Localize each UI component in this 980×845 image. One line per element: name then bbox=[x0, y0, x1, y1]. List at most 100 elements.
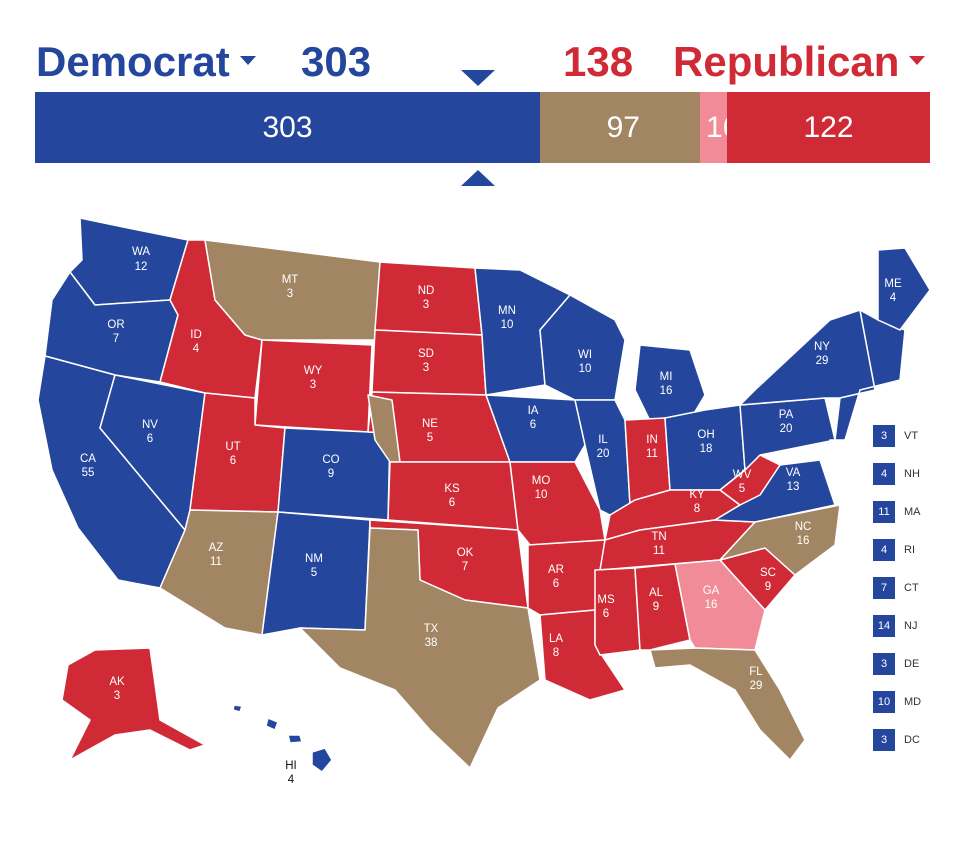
state-ev-OR: 7 bbox=[113, 333, 119, 345]
state-KS[interactable] bbox=[387, 461, 519, 531]
state-ev-KS: 6 bbox=[449, 497, 455, 509]
state-name-ND: ND bbox=[418, 285, 435, 297]
state-ev-FL: 29 bbox=[750, 680, 763, 692]
small-state-CT[interactable]: 7 CT bbox=[873, 569, 921, 607]
state-name-MN: MN bbox=[498, 305, 516, 317]
state-ev-UT: 6 bbox=[230, 455, 236, 467]
state-MS[interactable] bbox=[594, 567, 641, 656]
dem-bar-segment[interactable]: 303 bbox=[35, 92, 540, 163]
state-name-SD: SD bbox=[418, 348, 434, 360]
state-TX[interactable] bbox=[299, 527, 541, 769]
state-ev-OK: 7 bbox=[462, 561, 468, 573]
state-ev-LA: 8 bbox=[553, 647, 559, 659]
state-name-KY: KY bbox=[689, 489, 705, 501]
state-name-MT: MT bbox=[282, 274, 299, 286]
republican-dropdown[interactable]: Republican bbox=[673, 38, 926, 86]
republican-label: Republican bbox=[673, 38, 900, 85]
state-name-AZ: AZ bbox=[209, 542, 224, 554]
state-HI-4[interactable] bbox=[232, 704, 243, 713]
chevron-down-icon bbox=[909, 56, 926, 66]
small-state-name: VT bbox=[904, 430, 919, 442]
state-name-OK: OK bbox=[457, 547, 474, 559]
state-ev-MN: 10 bbox=[501, 319, 514, 331]
state-AR[interactable] bbox=[527, 539, 606, 616]
state-ev-HI: 4 bbox=[288, 774, 295, 786]
small-state-MA[interactable]: 11 MA bbox=[873, 493, 921, 531]
small-state-name: NJ bbox=[904, 620, 918, 632]
majority-marker-top-icon bbox=[461, 70, 495, 86]
state-name-NM: NM bbox=[305, 553, 323, 565]
small-state-ev: 3 bbox=[873, 729, 895, 751]
state-name-IA: IA bbox=[528, 405, 539, 417]
state-HI[interactable] bbox=[311, 747, 333, 773]
small-state-NJ[interactable]: 14 NJ bbox=[873, 607, 921, 645]
small-state-DE[interactable]: 3 DE bbox=[873, 645, 921, 683]
small-state-ev: 7 bbox=[873, 577, 895, 599]
state-ev-AL: 9 bbox=[653, 601, 659, 613]
state-ev-WV: 5 bbox=[739, 483, 745, 495]
small-state-ev: 3 bbox=[873, 425, 895, 447]
tossup-bar-segment[interactable]: 97 bbox=[540, 92, 700, 163]
state-name-TX: TX bbox=[424, 623, 439, 635]
state-ev-AR: 6 bbox=[553, 578, 559, 590]
state-ev-ID: 4 bbox=[193, 343, 200, 355]
state-name-PA: PA bbox=[779, 409, 794, 421]
state-name-GA: GA bbox=[703, 585, 720, 597]
state-ev-NV: 6 bbox=[147, 433, 153, 445]
state-name-IL: IL bbox=[598, 434, 608, 446]
state-name-AR: AR bbox=[548, 564, 564, 576]
state-ME[interactable] bbox=[877, 247, 931, 331]
lean-rep-bar-segment[interactable]: 16 bbox=[700, 92, 727, 163]
state-ev-NE: 5 bbox=[427, 432, 433, 444]
state-name-NE: NE bbox=[422, 418, 438, 430]
state-name-CA: CA bbox=[80, 453, 96, 465]
state-name-NC: NC bbox=[795, 521, 812, 533]
state-ev-WI: 10 bbox=[579, 363, 592, 375]
democrat-dropdown[interactable]: Democrat bbox=[36, 38, 256, 86]
state-ev-IL: 20 bbox=[597, 448, 610, 460]
state-NY[interactable] bbox=[739, 309, 876, 406]
state-ev-NC: 16 bbox=[797, 535, 810, 547]
small-state-RI[interactable]: 4 RI bbox=[873, 531, 921, 569]
state-ev-CO: 9 bbox=[328, 468, 334, 480]
state-name-HI: HI bbox=[285, 760, 297, 772]
state-name-UT: UT bbox=[225, 441, 240, 453]
small-state-name: NH bbox=[904, 468, 920, 480]
state-name-LA: LA bbox=[549, 633, 563, 645]
state-WA[interactable] bbox=[69, 217, 189, 306]
state-WI[interactable] bbox=[539, 294, 626, 401]
small-state-ev: 11 bbox=[873, 501, 895, 523]
state-name-VA: VA bbox=[786, 467, 801, 479]
state-name-CO: CO bbox=[322, 454, 339, 466]
small-state-name: DE bbox=[904, 658, 920, 670]
state-IA[interactable] bbox=[485, 394, 586, 463]
state-ev-TN: 11 bbox=[653, 545, 665, 557]
state-FL[interactable] bbox=[649, 647, 806, 761]
state-ev-CA: 55 bbox=[82, 467, 95, 479]
small-state-ev: 10 bbox=[873, 691, 895, 713]
state-AL[interactable] bbox=[634, 563, 691, 651]
state-AK[interactable] bbox=[61, 647, 206, 761]
small-state-DC[interactable]: 3 DC bbox=[873, 721, 921, 759]
state-name-MO: MO bbox=[532, 475, 551, 487]
small-state-ev: 4 bbox=[873, 463, 895, 485]
rep-bar-segment[interactable]: 122 bbox=[727, 92, 930, 163]
small-state-MD[interactable]: 10 MD bbox=[873, 683, 921, 721]
state-ev-WY: 3 bbox=[310, 379, 316, 391]
state-ev-NM: 5 bbox=[311, 567, 317, 579]
state-ev-WA: 12 bbox=[135, 261, 148, 273]
republican-total: 138 bbox=[563, 38, 634, 85]
state-name-NV: NV bbox=[142, 419, 158, 431]
state-HI-3[interactable] bbox=[287, 734, 303, 744]
state-HI-2[interactable] bbox=[265, 717, 279, 731]
small-state-name: CT bbox=[904, 582, 919, 594]
state-ev-ME: 4 bbox=[890, 292, 897, 304]
state-MO[interactable] bbox=[509, 461, 606, 546]
small-state-VT[interactable]: 3 VT bbox=[873, 417, 921, 455]
state-ev-MO: 10 bbox=[535, 489, 548, 501]
state-ev-VA: 13 bbox=[787, 481, 800, 493]
state-name-AK: AK bbox=[109, 676, 125, 688]
state-ev-MS: 6 bbox=[603, 608, 609, 620]
state-name-OR: OR bbox=[107, 319, 124, 331]
small-state-NH[interactable]: 4 NH bbox=[873, 455, 921, 493]
